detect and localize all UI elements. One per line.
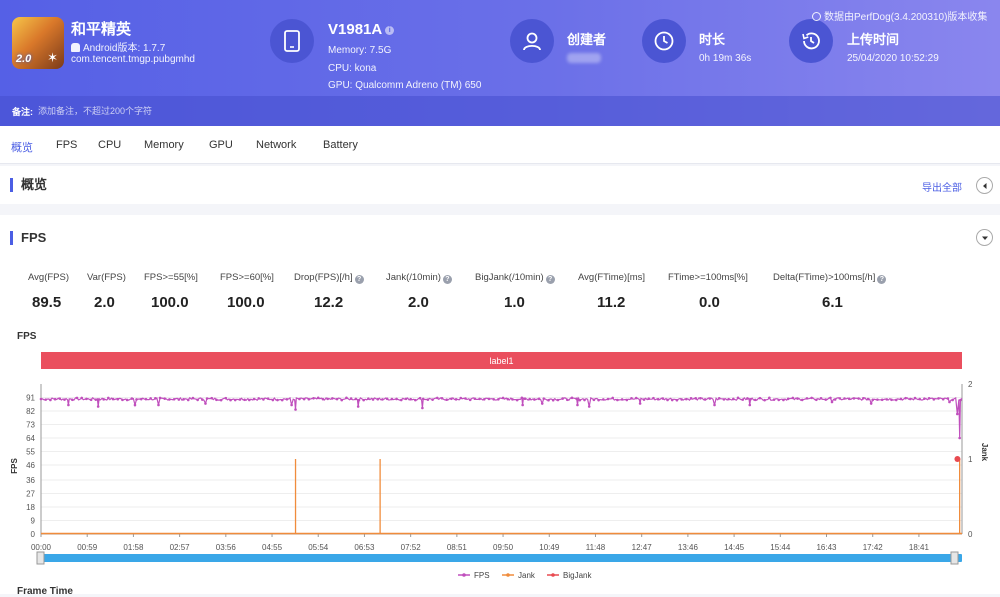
metric-value: 100.0 [151, 294, 189, 311]
upload-label: 上传时间 [847, 32, 900, 47]
metric-label: BigJank(/10min)? [475, 272, 555, 284]
metric-label-text: FPS>=60[%] [220, 272, 274, 283]
tab-network[interactable]: Network [256, 139, 297, 151]
tab-bar: 概览 FPS CPU Memory GPU Network Battery [0, 126, 1000, 164]
collect-note-text: 数据由PerfDog(3.4.200310)版本收集 [824, 12, 988, 23]
metric-label-text: Delta(FTime)>100ms[/h] [773, 272, 876, 283]
overview-title: 概览 [10, 178, 47, 192]
metric-label: Delta(FTime)>100ms[/h]? [773, 272, 887, 284]
metric-label-text: Avg(FTime)[ms] [578, 272, 646, 283]
tab-overview[interactable]: 概览 [11, 142, 33, 154]
metric-value: 89.5 [32, 294, 62, 311]
metric-label-text: FPS>=55[%] [144, 272, 198, 283]
metric-label-text: FTime>=100ms[%] [668, 272, 748, 283]
metric-value: 11.2 [597, 294, 626, 311]
creator-label: 创建者 [567, 32, 607, 47]
clock-icon [642, 19, 686, 63]
tab-memory[interactable]: Memory [144, 139, 184, 151]
metric-label-text: Avg(FPS) [28, 272, 70, 283]
metric-label-text: Var(FPS) [87, 272, 126, 283]
help-icon[interactable]: ? [354, 275, 364, 284]
metric-label: Jank(/10min)? [386, 272, 452, 284]
metric-label: Var(FPS) [87, 272, 126, 283]
phone-icon [270, 19, 314, 63]
collect-note: 数据由PerfDog(3.4.200310)版本收集 [812, 8, 987, 23]
duration-value: 0h 19m 36s [699, 53, 752, 64]
creator-value-redacted [567, 53, 601, 63]
upload-value: 25/04/2020 10:52:29 [847, 53, 939, 64]
collapse-button[interactable] [976, 177, 993, 194]
app-package: com.tencent.tmgp.pubgmhd [71, 54, 195, 65]
metric-value: 6.1 [822, 294, 843, 311]
metric-value: 1.0 [504, 294, 525, 311]
app-icon-badge: 2.0 [16, 53, 32, 65]
device-name: V1981A i [328, 21, 395, 38]
app-name: 和平精英 [71, 21, 132, 38]
fps-card: FPS Avg(FPS) 89.5 Var(FPS) 2.0 FPS>=55[%] 100… [0, 215, 1000, 597]
report-header: 2.0 ✶ 和平精英 Android版本: 1.7.7 com.tencent.… [0, 0, 1000, 126]
remark-label: 备注: [12, 107, 33, 117]
metric-value: 100.0 [227, 294, 265, 311]
help-icon[interactable]: ? [442, 275, 452, 284]
help-icon[interactable]: ? [545, 275, 555, 284]
tab-gpu[interactable]: GPU [209, 139, 233, 151]
export-all-link[interactable]: 导出全部 [922, 183, 962, 194]
metric-label: Avg(FTime)[ms] [578, 272, 645, 283]
metric-value: 2.0 [408, 294, 429, 311]
metric-label: FTime>=100ms[%] [668, 272, 748, 283]
android-icon [71, 43, 80, 52]
metric-value: 12.2 [314, 294, 344, 311]
device-cpu: CPU: kona [328, 63, 377, 74]
info-icon[interactable]: i [385, 26, 395, 35]
device-gpu: GPU: Qualcomm Adreno (TM) 650 [328, 80, 482, 91]
metric-label: Avg(FPS) [28, 272, 69, 283]
fps-section-title: FPS [10, 231, 46, 245]
metric-label: FPS>=55[%] [144, 272, 198, 283]
small-clock-icon [812, 12, 821, 21]
chevron-down-icon [981, 236, 988, 240]
chevron-left-icon [982, 182, 986, 189]
metric-label-text: Jank(/10min) [386, 272, 441, 283]
device-name-text: V1981A [328, 21, 383, 38]
metric-label-text: BigJank(/10min) [475, 272, 544, 283]
tab-battery[interactable]: Battery [323, 139, 358, 151]
help-icon[interactable]: ? [877, 275, 887, 284]
app-icon: 2.0 ✶ [12, 17, 64, 69]
android-version: Android版本: 1.7.7 [71, 39, 165, 54]
fps-chart-title: FPS [17, 331, 37, 342]
device-memory: Memory: 7.5G [328, 45, 392, 56]
frame-time-title: Frame Time [17, 586, 73, 597]
metric-value: 2.0 [94, 294, 115, 311]
metric-label: FPS>=60[%] [220, 272, 274, 283]
overview-card: 概览 导出全部 [0, 166, 1000, 204]
user-icon [510, 19, 554, 63]
metric-label: Drop(FPS)[/h]? [294, 272, 364, 284]
history-icon [789, 19, 833, 63]
remark-input[interactable] [38, 101, 298, 121]
android-version-text: Android版本: 1.7.7 [83, 43, 166, 54]
metric-value: 0.0 [699, 294, 720, 311]
tab-cpu[interactable]: CPU [98, 139, 122, 151]
duration-label: 时长 [699, 32, 726, 47]
tab-fps[interactable]: FPS [56, 139, 78, 151]
remark-bar: 备注: [0, 96, 1000, 126]
expand-button[interactable] [976, 229, 993, 246]
metric-label-text: Drop(FPS)[/h] [294, 272, 353, 283]
star-icon: ✶ [47, 50, 58, 65]
